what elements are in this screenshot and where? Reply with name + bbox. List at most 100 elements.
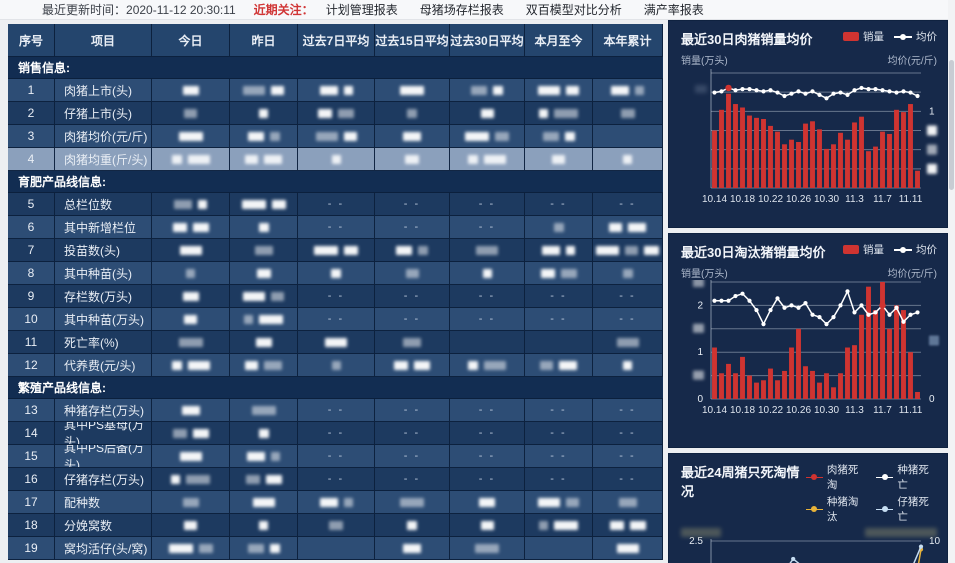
- column-header: 过去15日平均: [375, 24, 450, 57]
- topbar-link[interactable]: 计划管理报表: [325, 3, 398, 17]
- table-row-16[interactable]: 16 仔猪存栏(万头) - -- -- -- -- -: [8, 468, 663, 491]
- redacted-value-block: [247, 543, 264, 553]
- value-cell-redacted: [152, 491, 230, 514]
- row-item-name: 总栏位数: [55, 193, 152, 216]
- table-row-2[interactable]: 2 仔猪上市(头): [8, 102, 663, 125]
- legend-item-pig-death[interactable]: 肉猪死淘: [805, 462, 867, 492]
- redacted-value-block: [331, 154, 341, 164]
- table-row-8[interactable]: 8 其中种苗(头): [8, 262, 663, 285]
- redacted-value-block: [495, 131, 509, 141]
- table-row-9[interactable]: 9 存栏数(万头) - -- -- -- -- -: [8, 285, 663, 308]
- redacted-value-block: [418, 245, 428, 255]
- row-item-name: 仔猪存栏(万头): [55, 468, 152, 491]
- redacted-value-block: [559, 360, 577, 370]
- topbar-link[interactable]: 双百模型对比分析: [525, 3, 622, 17]
- value-cell-redacted: [152, 148, 230, 171]
- table-row-1[interactable]: 1 肉猪上市(头): [8, 79, 663, 102]
- row-number: 3: [8, 125, 55, 148]
- row-item-name: 其中种苗(万头): [55, 308, 152, 331]
- row-item-name: 仔猪上市(头): [55, 102, 152, 125]
- legend-item-price[interactable]: 均价: [894, 29, 937, 44]
- table-row-11[interactable]: 11 死亡率(%): [8, 331, 663, 354]
- value-cell-redacted: [152, 514, 230, 537]
- table-row-14[interactable]: 14 其中PS基母(万头) - -- -- -- -- -: [8, 422, 663, 445]
- value-cell-redacted: [525, 537, 593, 560]
- redacted-value-block: [168, 543, 193, 553]
- row-number: 7: [8, 239, 55, 262]
- chart1-right-axis-label: 均价(元/斤): [887, 56, 937, 67]
- row-number: 18: [8, 514, 55, 537]
- value-cell-redacted: [152, 102, 230, 125]
- topbar-link[interactable]: 满产率报表: [643, 3, 704, 17]
- redacted-value-block: [271, 85, 284, 95]
- value-cell-redacted: - -: [450, 445, 525, 468]
- legend-item-piglet-death[interactable]: 仔猪死亡: [876, 494, 937, 524]
- redacted-value-block: [616, 337, 639, 347]
- svg-text:2: 2: [697, 300, 703, 311]
- redacted-value-block: [596, 245, 619, 255]
- value-cell-redacted: [450, 491, 525, 514]
- row-number: 13: [8, 399, 55, 422]
- redacted-value-block: [245, 154, 258, 164]
- redacted-value-block: [480, 520, 494, 530]
- value-cell-redacted: [230, 537, 298, 560]
- redacted-value-block: [476, 245, 498, 255]
- topbar-link[interactable]: 母猪场存栏报表: [419, 3, 504, 17]
- table-row-15[interactable]: 15 其中PS后备(万头) - -- -- -- -- -: [8, 445, 663, 468]
- value-cell-redacted: [230, 399, 298, 422]
- table-row-12[interactable]: 12 代养费(元/头): [8, 354, 663, 377]
- value-cell-redacted: [298, 331, 375, 354]
- table-row-13[interactable]: 13 种猪存栏(万头) - -- -- -- -- -: [8, 399, 663, 422]
- redacted-value-block: [331, 268, 341, 278]
- value-cell-redacted: - -: [525, 193, 593, 216]
- value-cell-redacted: [298, 125, 375, 148]
- table-row-19[interactable]: 19 窝均活仔(头/窝): [8, 537, 663, 560]
- redacted-value-block: [414, 360, 430, 370]
- update-time-label: 最近更新时间：2020-11-12 20:30:11: [42, 3, 236, 17]
- legend-item-price[interactable]: 均价: [894, 242, 937, 257]
- value-cell-redacted: [525, 262, 593, 285]
- chart1-legend: 销量 均价: [843, 29, 937, 44]
- value-cell-redacted: [152, 308, 230, 331]
- legend-item-sales[interactable]: 销量: [843, 29, 884, 44]
- table-row-5[interactable]: 5 总栏位数 - -- -- -- -- -: [8, 193, 663, 216]
- value-cell-redacted: - -: [298, 445, 375, 468]
- value-cell-redacted: - -: [298, 193, 375, 216]
- redacted-value-block: [179, 245, 202, 255]
- redacted-value-block: [611, 85, 629, 95]
- table-row-7[interactable]: 7 投苗数(头): [8, 239, 663, 262]
- redacted-value-block: [247, 451, 265, 461]
- row-item-name: 窝均活仔(头/窝): [55, 537, 152, 560]
- redacted-value-block: [482, 268, 492, 278]
- redacted-value-block: [554, 520, 578, 530]
- legend-item-breeder-death[interactable]: 种猪死亡: [876, 462, 937, 492]
- row-number: 1: [8, 79, 55, 102]
- redacted-value-block: [259, 108, 268, 118]
- table-row-4[interactable]: 4 肉猪均重(斤/头): [8, 148, 663, 171]
- redacted-value-block: [258, 222, 269, 232]
- value-cell-redacted: [230, 514, 298, 537]
- table-row-3[interactable]: 3 肉猪均价(元/斤): [8, 125, 663, 148]
- svg-text:0: 0: [697, 394, 703, 405]
- value-cell-redacted: [152, 125, 230, 148]
- legend-item-breeder-cull[interactable]: 种猪淘汰: [805, 494, 867, 524]
- table-row-10[interactable]: 10 其中种苗(万头) - -- -- -- -- -: [8, 308, 663, 331]
- redacted-value-block: [403, 543, 421, 553]
- value-cell-redacted: [152, 399, 230, 422]
- value-cell-redacted: [230, 445, 298, 468]
- value-cell-redacted: [525, 79, 593, 102]
- table-row-18[interactable]: 18 分娩窝数: [8, 514, 663, 537]
- value-cell-redacted: [375, 125, 450, 148]
- legend-item-sales[interactable]: 销量: [843, 242, 884, 257]
- redacted-value-block: [252, 497, 275, 507]
- scrollbar-thumb[interactable]: [949, 60, 954, 190]
- table-row-6[interactable]: 6 其中新增栏位 - -- -- -: [8, 216, 663, 239]
- table-row-17[interactable]: 17 配种数: [8, 491, 663, 514]
- redacted-value-block: [171, 154, 182, 164]
- svg-text:1: 1: [929, 106, 935, 117]
- svg-text:11.11: 11.11: [899, 194, 923, 205]
- chart-card-pig-sales: 最近30日肉猪销量均价 销量 均价 销量(万头) 均价(元/斤) 10.14 10…: [668, 20, 948, 228]
- value-cell-redacted: [450, 514, 525, 537]
- column-header: 今日: [152, 24, 230, 57]
- row-item-name: 死亡率(%): [55, 331, 152, 354]
